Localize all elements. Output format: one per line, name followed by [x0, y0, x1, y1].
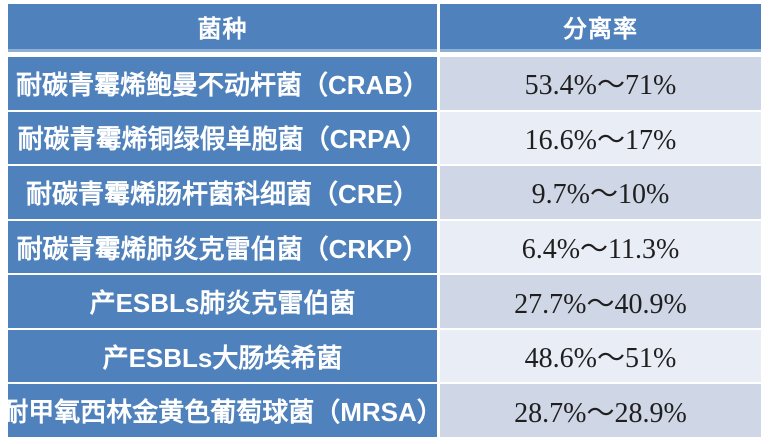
species-cell: 产ESBLs大肠埃希菌 — [8, 329, 437, 383]
rate-cell: 53.4%～71% — [440, 57, 761, 110]
species-cell: 耐碳青霉烯铜绿假单胞菌（CRPA） — [8, 111, 437, 165]
species-cell: 耐碳青霉烯肠杆菌科细菌（CRE） — [8, 166, 437, 219]
species-cell: 耐碳青霉烯鲍曼不动杆菌（CRAB） — [8, 57, 437, 110]
column-header-species: 菌种 — [8, 4, 437, 52]
table-row: 耐甲氧西林金黄色葡萄球菌（MRSA） 28.7%～28.9% — [2, 384, 761, 438]
rate-cell: 6.4%～11.3% — [440, 220, 761, 274]
rate-cell: 9.7%～10% — [440, 166, 761, 219]
table-row: 产ESBLs肺炎克雷伯菌 27.7%～40.9% — [8, 275, 761, 328]
table-header-row: 菌种 分离率 — [8, 4, 761, 52]
species-cell: 产ESBLs肺炎克雷伯菌 — [8, 275, 437, 328]
table-body: 耐碳青霉烯鲍曼不动杆菌（CRAB） 53.4%～71% 耐碳青霉烯铜绿假单胞菌（… — [2, 57, 761, 438]
table-row: 耐碳青霉烯鲍曼不动杆菌（CRAB） 53.4%～71% — [8, 57, 761, 110]
isolation-rate-table: 菌种 分离率 耐碳青霉烯鲍曼不动杆菌（CRAB） 53.4%～71% 耐碳青霉烯… — [2, 4, 761, 438]
table-row: 耐碳青霉烯肺炎克雷伯菌（CRKP） 6.4%～11.3% — [8, 220, 761, 274]
column-header-rate: 分离率 — [440, 4, 761, 52]
rate-cell: 28.7%～28.9% — [440, 384, 761, 438]
rate-cell: 27.7%～40.9% — [440, 275, 761, 328]
table-row: 耐碳青霉烯肠杆菌科细菌（CRE） 9.7%～10% — [8, 166, 761, 219]
species-cell: 耐碳青霉烯肺炎克雷伯菌（CRKP） — [8, 220, 437, 274]
table-row: 产ESBLs大肠埃希菌 48.6%～51% — [8, 329, 761, 383]
rate-cell: 16.6%～17% — [440, 111, 761, 165]
species-cell: 耐甲氧西林金黄色葡萄球菌（MRSA） — [2, 384, 443, 438]
table-row: 耐碳青霉烯铜绿假单胞菌（CRPA） 16.6%～17% — [8, 111, 761, 165]
rate-cell: 48.6%～51% — [440, 329, 761, 383]
